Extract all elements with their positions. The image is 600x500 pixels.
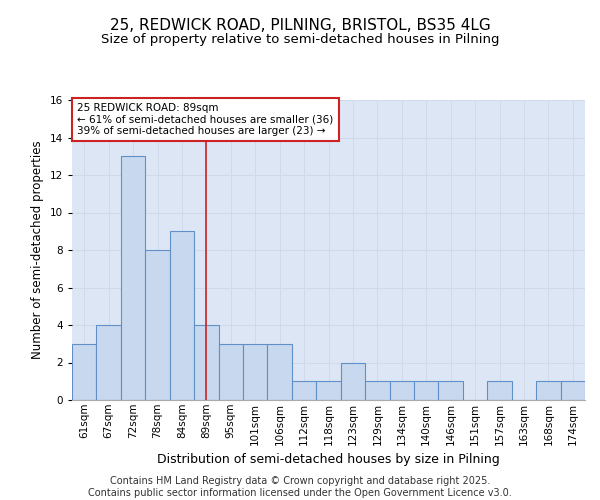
Text: 25, REDWICK ROAD, PILNING, BRISTOL, BS35 4LG: 25, REDWICK ROAD, PILNING, BRISTOL, BS35… (110, 18, 490, 32)
Bar (389, 381, 414, 400)
Bar (194, 325, 218, 400)
Bar (487, 381, 512, 400)
Bar (243, 344, 268, 400)
X-axis label: Distribution of semi-detached houses by size in Pilning: Distribution of semi-detached houses by … (157, 453, 500, 466)
Bar (72, 344, 97, 400)
Bar (170, 231, 194, 400)
Bar (536, 381, 560, 400)
Bar (365, 381, 389, 400)
Bar (439, 381, 463, 400)
Y-axis label: Number of semi-detached properties: Number of semi-detached properties (31, 140, 44, 360)
Bar (218, 344, 243, 400)
Text: 25 REDWICK ROAD: 89sqm
← 61% of semi-detached houses are smaller (36)
39% of sem: 25 REDWICK ROAD: 89sqm ← 61% of semi-det… (77, 103, 334, 136)
Bar (97, 325, 121, 400)
Bar (414, 381, 439, 400)
Bar (560, 381, 585, 400)
Bar (268, 344, 292, 400)
Bar (316, 381, 341, 400)
Bar (292, 381, 316, 400)
Text: Contains HM Land Registry data © Crown copyright and database right 2025.
Contai: Contains HM Land Registry data © Crown c… (88, 476, 512, 498)
Bar (145, 250, 170, 400)
Bar (121, 156, 145, 400)
Text: Size of property relative to semi-detached houses in Pilning: Size of property relative to semi-detach… (101, 32, 499, 46)
Bar (341, 362, 365, 400)
